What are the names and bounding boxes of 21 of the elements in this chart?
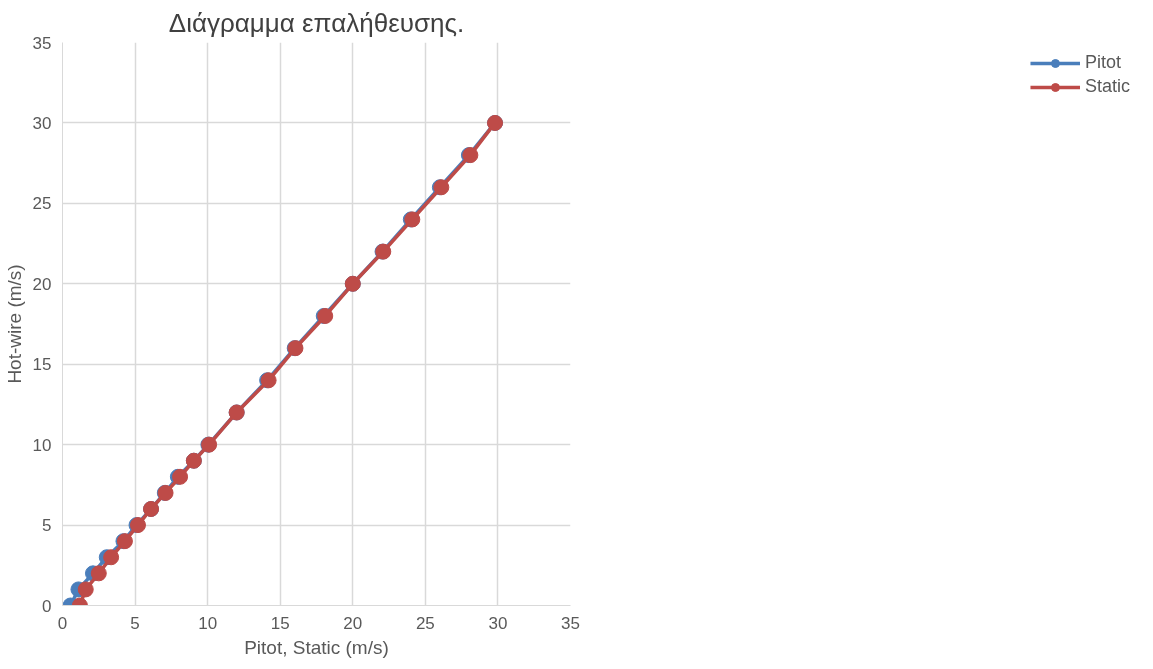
x-tick-label: 20 xyxy=(343,613,363,633)
x-tick-label: 15 xyxy=(270,613,290,633)
x-axis-title: Pitot, Static (m/s) xyxy=(244,636,389,658)
x-tick-label: 30 xyxy=(488,613,508,633)
y-tick-label: 30 xyxy=(32,113,52,133)
y-tick-label: 20 xyxy=(32,274,52,294)
legend-label: Pitot xyxy=(1084,52,1121,73)
chart-title: Διάγραμμα επαλήθευσης. xyxy=(168,7,465,38)
y-tick-label: 0 xyxy=(42,596,52,616)
y-tick-label: 25 xyxy=(32,194,52,214)
y-tick-label: 35 xyxy=(32,33,52,53)
y-tick-label: 10 xyxy=(32,435,52,455)
legend-label: Static xyxy=(1084,76,1130,97)
x-tick-label: 10 xyxy=(198,613,218,633)
x-tick-label: 5 xyxy=(130,613,140,633)
y-tick-label: 5 xyxy=(42,516,52,536)
x-tick-label: 25 xyxy=(415,613,435,633)
x-tick-label: 0 xyxy=(57,613,68,633)
y-axis-title: Hot-wire (m/s) xyxy=(3,264,25,384)
y-tick-label: 15 xyxy=(32,355,52,375)
x-tick-label: 35 xyxy=(561,613,580,633)
